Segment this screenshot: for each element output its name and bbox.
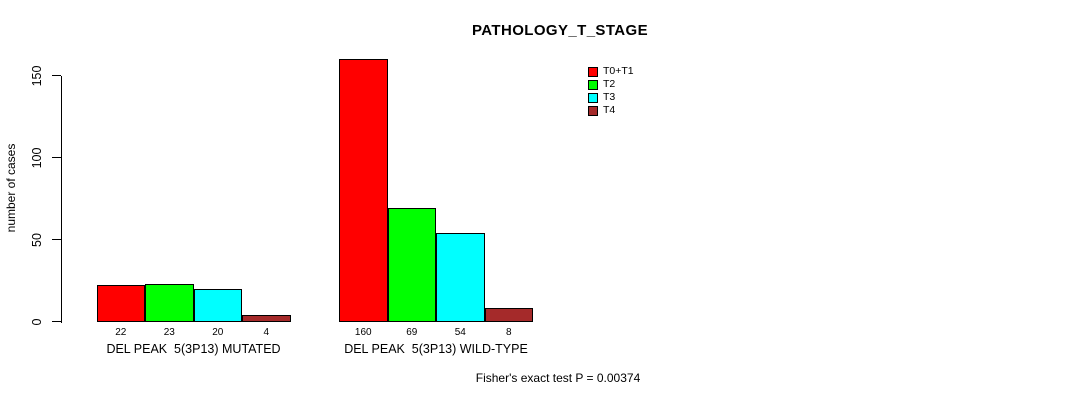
legend-label: T2 — [603, 78, 616, 90]
bar-value-label: 8 — [505, 326, 512, 338]
bar-t2 — [387, 208, 436, 323]
legend-item: T2 — [588, 78, 634, 91]
legend-swatch — [588, 92, 598, 103]
legend-label: T3 — [603, 91, 616, 103]
legend: T0+T1 T2 T3 T4 — [588, 65, 634, 117]
x-group-label: DEL PEAK 5(3P13) WILD-TYPE — [344, 342, 528, 356]
bar-value-label: 22 — [115, 326, 127, 338]
bar-value-label: 54 — [454, 326, 466, 338]
bar-value-label: 69 — [406, 326, 418, 338]
bar-t2 — [145, 283, 194, 323]
legend-swatch — [588, 105, 598, 116]
legend-swatch — [588, 79, 598, 90]
chart-title: PATHOLOGY_T_STAGE — [472, 22, 648, 39]
bar-value-label: 20 — [212, 326, 224, 338]
y-axis-tick — [52, 320, 61, 323]
legend-item: T0+T1 — [588, 65, 634, 78]
bar-t0-t1 — [96, 285, 145, 323]
bar-t3 — [193, 288, 242, 323]
y-axis-line — [61, 75, 63, 323]
y-axis-tick — [52, 156, 61, 159]
y-axis-tick — [52, 74, 61, 77]
bar-value-label: 160 — [354, 326, 372, 338]
legend-label: T4 — [603, 104, 616, 116]
bar-value-label: 4 — [263, 326, 270, 338]
bar-t3 — [436, 232, 485, 323]
bar-t4 — [242, 314, 291, 323]
legend-item: T4 — [588, 104, 634, 117]
bar-value-label: 23 — [163, 326, 175, 338]
x-group-label: DEL PEAK 5(3P13) MUTATED — [106, 342, 281, 356]
legend-item: T3 — [588, 91, 634, 104]
bar-t0-t1 — [339, 59, 388, 323]
legend-label: T0+T1 — [603, 65, 634, 77]
bar-t4 — [484, 308, 533, 323]
y-axis-tick — [52, 238, 61, 241]
footnote-pvalue: Fisher's exact test P = 0.00374 — [475, 371, 641, 385]
legend-swatch — [588, 66, 598, 77]
